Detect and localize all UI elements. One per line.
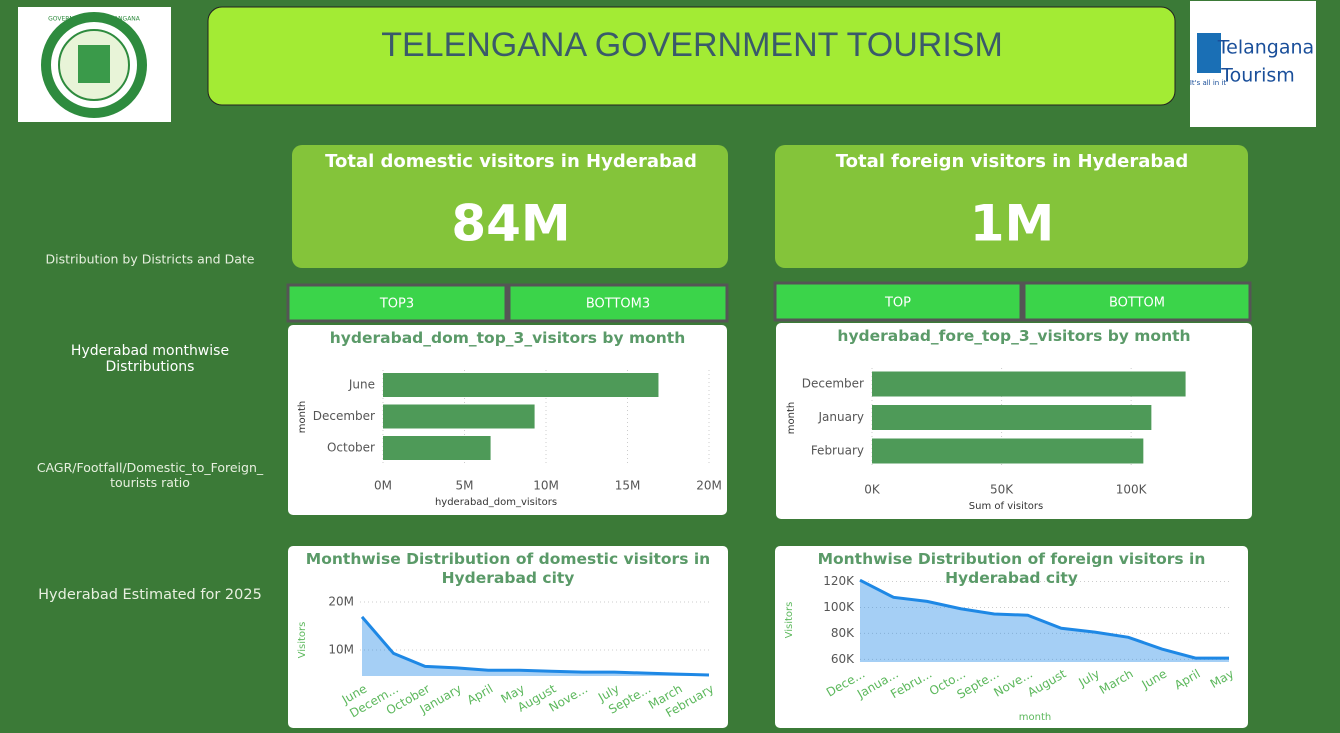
button[interactable] xyxy=(507,283,729,323)
title: TELENGANA GOVERNMENT TOURISM xyxy=(381,26,1003,64)
logo-icon xyxy=(1197,33,1221,73)
y-tick-label: 100K xyxy=(823,600,855,614)
sidebar-item: Hyderabad monthwise Distributions xyxy=(70,343,230,375)
x-tick-label: 15M xyxy=(615,479,641,493)
button[interactable] xyxy=(773,281,1023,322)
x-tick-label: 50K xyxy=(990,483,1014,497)
y-axis-label: Visitors xyxy=(784,602,795,639)
chart-title: hyderabad_dom_top_3_visitors by month xyxy=(329,329,686,347)
x-tick-label: 0K xyxy=(864,483,881,497)
seal-text: GOVERNMENT OF TELANGANA xyxy=(48,16,141,23)
sidebar-item: Distribution by Districts and Date xyxy=(46,252,255,267)
bar xyxy=(872,438,1144,464)
y-tick-label: 120K xyxy=(823,574,855,588)
chart-title: Monthwise Distribution of domestic visit… xyxy=(305,550,711,587)
y-tick-label: 10M xyxy=(328,643,354,657)
x-tick-label: 0M xyxy=(374,479,392,493)
sidebar-item: CAGR/Footfall/Domestic_to_Foreign_ touri… xyxy=(36,460,264,490)
y-axis-label: month xyxy=(297,401,308,433)
line xyxy=(360,615,710,677)
chart-title: Monthwise Distribution of foreign visito… xyxy=(817,550,1206,587)
seal xyxy=(41,12,147,118)
bar xyxy=(383,373,659,397)
kpi-card xyxy=(292,145,728,268)
sidebar-item: Hyderabad Estimated for 2025 xyxy=(38,587,262,603)
kpi-value: 1M xyxy=(970,195,1055,253)
panel xyxy=(775,546,1248,728)
x-tick-label: 100K xyxy=(1116,483,1148,497)
kpi-title: Total domestic visitors in Hyderabad xyxy=(325,151,697,172)
y-tick-label: June xyxy=(348,378,375,392)
button-label[interactable]: BOTTOM xyxy=(1109,296,1165,311)
x-tick-label: 20M xyxy=(696,479,722,493)
button-label[interactable]: TOP xyxy=(884,296,911,311)
area xyxy=(362,616,709,676)
y-tick-label: January xyxy=(818,410,865,424)
y-tick-label: December xyxy=(313,409,375,423)
x-tick-label: 5M xyxy=(456,479,474,493)
x-axis-label: month xyxy=(1019,712,1051,723)
panel xyxy=(288,546,728,728)
bar xyxy=(872,405,1152,430)
title-box xyxy=(207,6,1176,106)
chart-title: hyderabad_fore_top_3_visitors by month xyxy=(837,327,1191,345)
y-axis-label: Visitors xyxy=(297,622,308,659)
button[interactable] xyxy=(286,283,508,323)
button-label[interactable]: BOTTOM3 xyxy=(586,297,650,312)
logo-tagline: It's all in it xyxy=(1190,79,1227,87)
logo-right-1: Telangana xyxy=(1217,37,1314,59)
y-tick-label: 20M xyxy=(328,595,354,609)
bar xyxy=(383,436,491,460)
y-tick-label: February xyxy=(811,444,864,458)
kpi-card xyxy=(775,145,1248,268)
x-tick-label: 10M xyxy=(533,479,559,493)
kpi-title: Total foreign visitors in Hyderabad xyxy=(836,151,1189,172)
line xyxy=(859,578,1229,660)
y-axis-label: month xyxy=(786,402,797,434)
y-tick-label: 80K xyxy=(831,626,855,640)
y-tick-label: 60K xyxy=(831,652,855,666)
button-label[interactable]: TOP3 xyxy=(379,297,414,312)
logo-right-2: Tourism xyxy=(1220,65,1295,87)
kpi-value: 84M xyxy=(451,195,570,253)
button[interactable] xyxy=(1022,281,1252,322)
bar xyxy=(383,404,535,429)
bar xyxy=(872,371,1186,397)
y-tick-label: October xyxy=(327,441,375,455)
x-axis-label: Sum of visitors xyxy=(969,501,1043,512)
seal-building xyxy=(78,45,110,83)
x-axis-label: hyderabad_dom_visitors xyxy=(435,497,557,508)
y-tick-label: December xyxy=(802,377,864,391)
